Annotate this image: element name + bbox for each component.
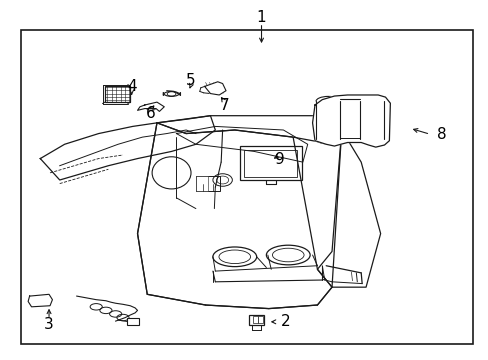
Text: 9: 9 (274, 152, 284, 167)
Text: 2: 2 (281, 314, 290, 329)
Polygon shape (28, 294, 52, 307)
Text: 5: 5 (186, 73, 195, 88)
Ellipse shape (212, 247, 256, 267)
Text: 1: 1 (256, 10, 266, 25)
Bar (249, 315, 264, 325)
Polygon shape (157, 116, 341, 144)
Bar (196, 176, 220, 191)
Text: 6: 6 (146, 107, 156, 121)
Polygon shape (204, 82, 225, 95)
Polygon shape (40, 116, 215, 180)
Text: 3: 3 (44, 317, 54, 332)
Polygon shape (312, 95, 389, 147)
Bar (243, 150, 296, 177)
Bar (239, 146, 301, 180)
Bar (196, 176, 207, 191)
Bar (253, 316, 258, 323)
Text: 8: 8 (436, 127, 445, 142)
Bar (126, 318, 139, 325)
Bar (258, 316, 263, 323)
Polygon shape (317, 130, 380, 287)
Ellipse shape (266, 245, 309, 265)
Text: 7: 7 (219, 98, 228, 113)
Bar (105, 86, 130, 102)
Bar (21, 30, 472, 344)
Text: 4: 4 (126, 79, 136, 94)
Polygon shape (137, 102, 164, 111)
Polygon shape (137, 123, 331, 309)
